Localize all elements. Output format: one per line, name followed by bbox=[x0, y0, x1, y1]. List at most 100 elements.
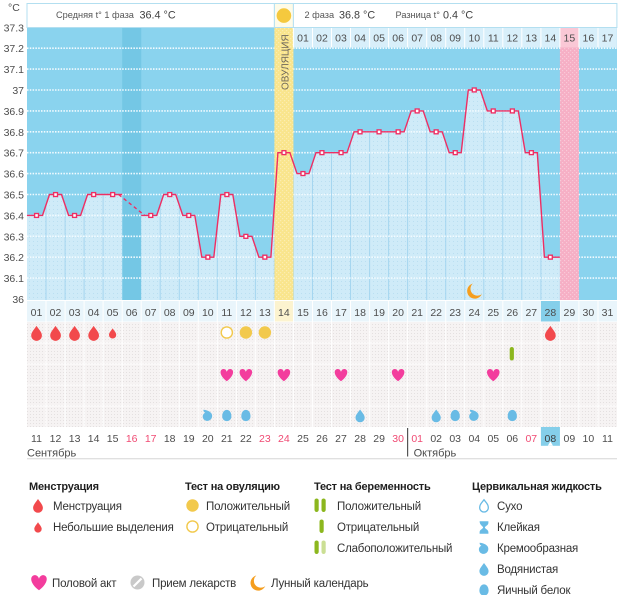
svg-text:17: 17 bbox=[145, 433, 157, 445]
svg-text:02: 02 bbox=[430, 433, 442, 445]
svg-text:36: 36 bbox=[12, 294, 24, 306]
svg-text:Положительный: Положительный bbox=[206, 501, 290, 513]
svg-text:36.9: 36.9 bbox=[4, 106, 25, 118]
svg-text:Отрицательный: Отрицательный bbox=[206, 522, 288, 534]
svg-text:19: 19 bbox=[373, 307, 385, 319]
svg-text:29: 29 bbox=[373, 433, 385, 445]
svg-text:Половой акт: Половой акт bbox=[52, 578, 117, 590]
svg-text:08: 08 bbox=[430, 33, 442, 45]
svg-text:03: 03 bbox=[335, 33, 347, 45]
svg-text:08: 08 bbox=[164, 307, 176, 319]
svg-text:08: 08 bbox=[545, 433, 557, 445]
svg-text:11: 11 bbox=[602, 433, 613, 445]
svg-text:04: 04 bbox=[468, 433, 480, 445]
svg-text:01: 01 bbox=[411, 433, 423, 445]
svg-text:Разница t°: Разница t° bbox=[396, 10, 441, 20]
svg-text:06: 06 bbox=[392, 33, 404, 45]
svg-text:36.4: 36.4 bbox=[4, 210, 25, 222]
svg-text:37.1: 37.1 bbox=[4, 64, 25, 76]
svg-text:17: 17 bbox=[602, 33, 614, 45]
svg-text:20: 20 bbox=[202, 433, 214, 445]
svg-text:25: 25 bbox=[297, 433, 309, 445]
svg-text:27: 27 bbox=[525, 307, 537, 319]
svg-text:09: 09 bbox=[564, 433, 576, 445]
svg-text:2 фаза: 2 фаза bbox=[305, 10, 335, 20]
svg-text:36.8: 36.8 bbox=[4, 127, 25, 139]
svg-text:28: 28 bbox=[545, 307, 557, 319]
svg-text:Водянистая: Водянистая bbox=[497, 564, 558, 576]
svg-text:29: 29 bbox=[564, 307, 576, 319]
svg-text:05: 05 bbox=[487, 433, 499, 445]
svg-text:09: 09 bbox=[449, 33, 461, 45]
svg-text:02: 02 bbox=[316, 33, 328, 45]
svg-text:36.5: 36.5 bbox=[4, 190, 25, 202]
svg-text:36.2: 36.2 bbox=[4, 252, 25, 264]
svg-text:16: 16 bbox=[583, 33, 595, 45]
svg-text:Средняя t° 1 фаза: Средняя t° 1 фаза bbox=[56, 10, 135, 20]
svg-text:30: 30 bbox=[583, 307, 595, 319]
svg-text:22: 22 bbox=[430, 307, 442, 319]
svg-text:23: 23 bbox=[449, 307, 461, 319]
svg-text:19: 19 bbox=[183, 433, 195, 445]
svg-text:05: 05 bbox=[373, 33, 385, 45]
svg-text:Прием лекарств: Прием лекарств bbox=[152, 578, 236, 590]
svg-text:28: 28 bbox=[354, 433, 366, 445]
svg-text:Цервикальная жидкость: Цервикальная жидкость bbox=[472, 481, 602, 493]
svg-text:23: 23 bbox=[259, 433, 271, 445]
svg-text:Тест на овуляцию: Тест на овуляцию bbox=[185, 481, 280, 493]
svg-text:36.6: 36.6 bbox=[4, 169, 25, 181]
svg-text:14: 14 bbox=[278, 307, 290, 319]
svg-text:07: 07 bbox=[145, 307, 157, 319]
svg-text:09: 09 bbox=[183, 307, 195, 319]
svg-text:07: 07 bbox=[411, 33, 423, 45]
svg-text:31: 31 bbox=[602, 307, 614, 319]
svg-text:06: 06 bbox=[126, 307, 138, 319]
svg-text:37.2: 37.2 bbox=[4, 43, 25, 55]
svg-text:20: 20 bbox=[392, 307, 404, 319]
svg-text:26: 26 bbox=[316, 433, 328, 445]
svg-text:01: 01 bbox=[31, 307, 43, 319]
svg-text:18: 18 bbox=[164, 433, 176, 445]
svg-text:27: 27 bbox=[335, 433, 347, 445]
svg-text:Положительный: Положительный bbox=[337, 501, 421, 513]
svg-text:11: 11 bbox=[221, 307, 232, 319]
svg-text:Октябрь: Октябрь bbox=[414, 448, 457, 460]
svg-text:36.8 °C: 36.8 °C bbox=[339, 10, 375, 22]
svg-text:22: 22 bbox=[240, 433, 252, 445]
svg-text:21: 21 bbox=[411, 307, 423, 319]
svg-text:25: 25 bbox=[487, 307, 499, 319]
svg-text:Менструация: Менструация bbox=[53, 501, 122, 513]
svg-text:36.7: 36.7 bbox=[4, 148, 25, 160]
svg-text:04: 04 bbox=[354, 33, 366, 45]
svg-text:15: 15 bbox=[107, 433, 119, 445]
svg-text:16: 16 bbox=[126, 433, 138, 445]
svg-text:06: 06 bbox=[506, 433, 518, 445]
svg-text:10: 10 bbox=[202, 307, 214, 319]
svg-text:37: 37 bbox=[12, 85, 24, 97]
svg-text:ОВУЛЯЦИЯ: ОВУЛЯЦИЯ bbox=[281, 34, 292, 90]
svg-text:16: 16 bbox=[316, 307, 328, 319]
svg-text:Сухо: Сухо bbox=[497, 501, 522, 513]
svg-text:15: 15 bbox=[564, 33, 576, 45]
svg-text:11: 11 bbox=[31, 433, 42, 445]
svg-text:12: 12 bbox=[240, 307, 252, 319]
svg-text:13: 13 bbox=[525, 33, 537, 45]
svg-text:37.3: 37.3 bbox=[4, 22, 25, 34]
svg-text:Сентябрь: Сентябрь bbox=[27, 448, 77, 460]
svg-text:Клейкая: Клейкая bbox=[497, 522, 540, 534]
svg-text:Менструация: Менструация bbox=[29, 481, 99, 493]
svg-text:30: 30 bbox=[392, 433, 404, 445]
svg-text:Кремообразная: Кремообразная bbox=[497, 543, 578, 555]
svg-text:10: 10 bbox=[468, 33, 480, 45]
svg-text:Тест на беременность: Тест на беременность bbox=[314, 481, 431, 493]
svg-text:10: 10 bbox=[583, 433, 595, 445]
svg-text:26: 26 bbox=[506, 307, 518, 319]
svg-text:12: 12 bbox=[506, 33, 518, 45]
svg-text:07: 07 bbox=[525, 433, 537, 445]
svg-text:24: 24 bbox=[468, 307, 480, 319]
svg-text:36.3: 36.3 bbox=[4, 231, 25, 243]
svg-text:01: 01 bbox=[297, 33, 309, 45]
svg-text:°C: °C bbox=[8, 2, 20, 14]
svg-text:04: 04 bbox=[88, 307, 100, 319]
svg-text:0.4 °C: 0.4 °C bbox=[443, 10, 473, 22]
